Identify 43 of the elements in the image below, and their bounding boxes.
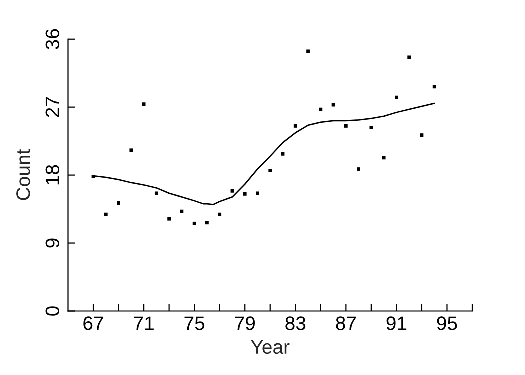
point — [382, 156, 386, 160]
y-tick-label: 36 — [46, 29, 60, 50]
x-axis-title: Year — [251, 340, 290, 354]
y-axis-title: Count — [16, 150, 30, 200]
point — [395, 96, 398, 100]
point — [104, 212, 108, 216]
point — [117, 202, 120, 205]
point — [142, 102, 146, 106]
y-tick-label: 0 — [46, 306, 60, 316]
x-tick-label: 67 — [84, 316, 104, 330]
point — [180, 210, 184, 214]
point — [268, 169, 272, 172]
y-tick-label: 18 — [46, 165, 60, 185]
point — [344, 124, 348, 128]
point — [357, 168, 361, 171]
point — [332, 103, 336, 107]
x-tick-label: 95 — [437, 316, 458, 330]
point — [306, 50, 310, 54]
point — [218, 212, 222, 216]
point — [370, 126, 374, 130]
x-tick-label: 87 — [336, 316, 356, 330]
point — [319, 108, 323, 112]
point — [168, 217, 172, 221]
point — [154, 192, 158, 196]
x-tick-label: 91 — [386, 316, 407, 330]
point — [192, 222, 196, 226]
point — [294, 124, 298, 128]
y-tick-label: 27 — [46, 98, 60, 118]
point — [420, 134, 424, 137]
line-series — [92, 102, 436, 206]
point — [408, 56, 412, 60]
point — [256, 192, 260, 196]
point — [130, 148, 134, 152]
point — [230, 189, 234, 193]
x-tick-label: 83 — [286, 316, 306, 330]
x-tick-label: 79 — [235, 316, 256, 330]
point — [206, 221, 209, 225]
x-tick-label: 75 — [184, 316, 205, 330]
point — [281, 152, 285, 156]
point — [432, 85, 436, 89]
point — [243, 192, 247, 196]
y-tick-label: 9 — [46, 238, 60, 248]
x-tick-label: 71 — [134, 316, 154, 330]
